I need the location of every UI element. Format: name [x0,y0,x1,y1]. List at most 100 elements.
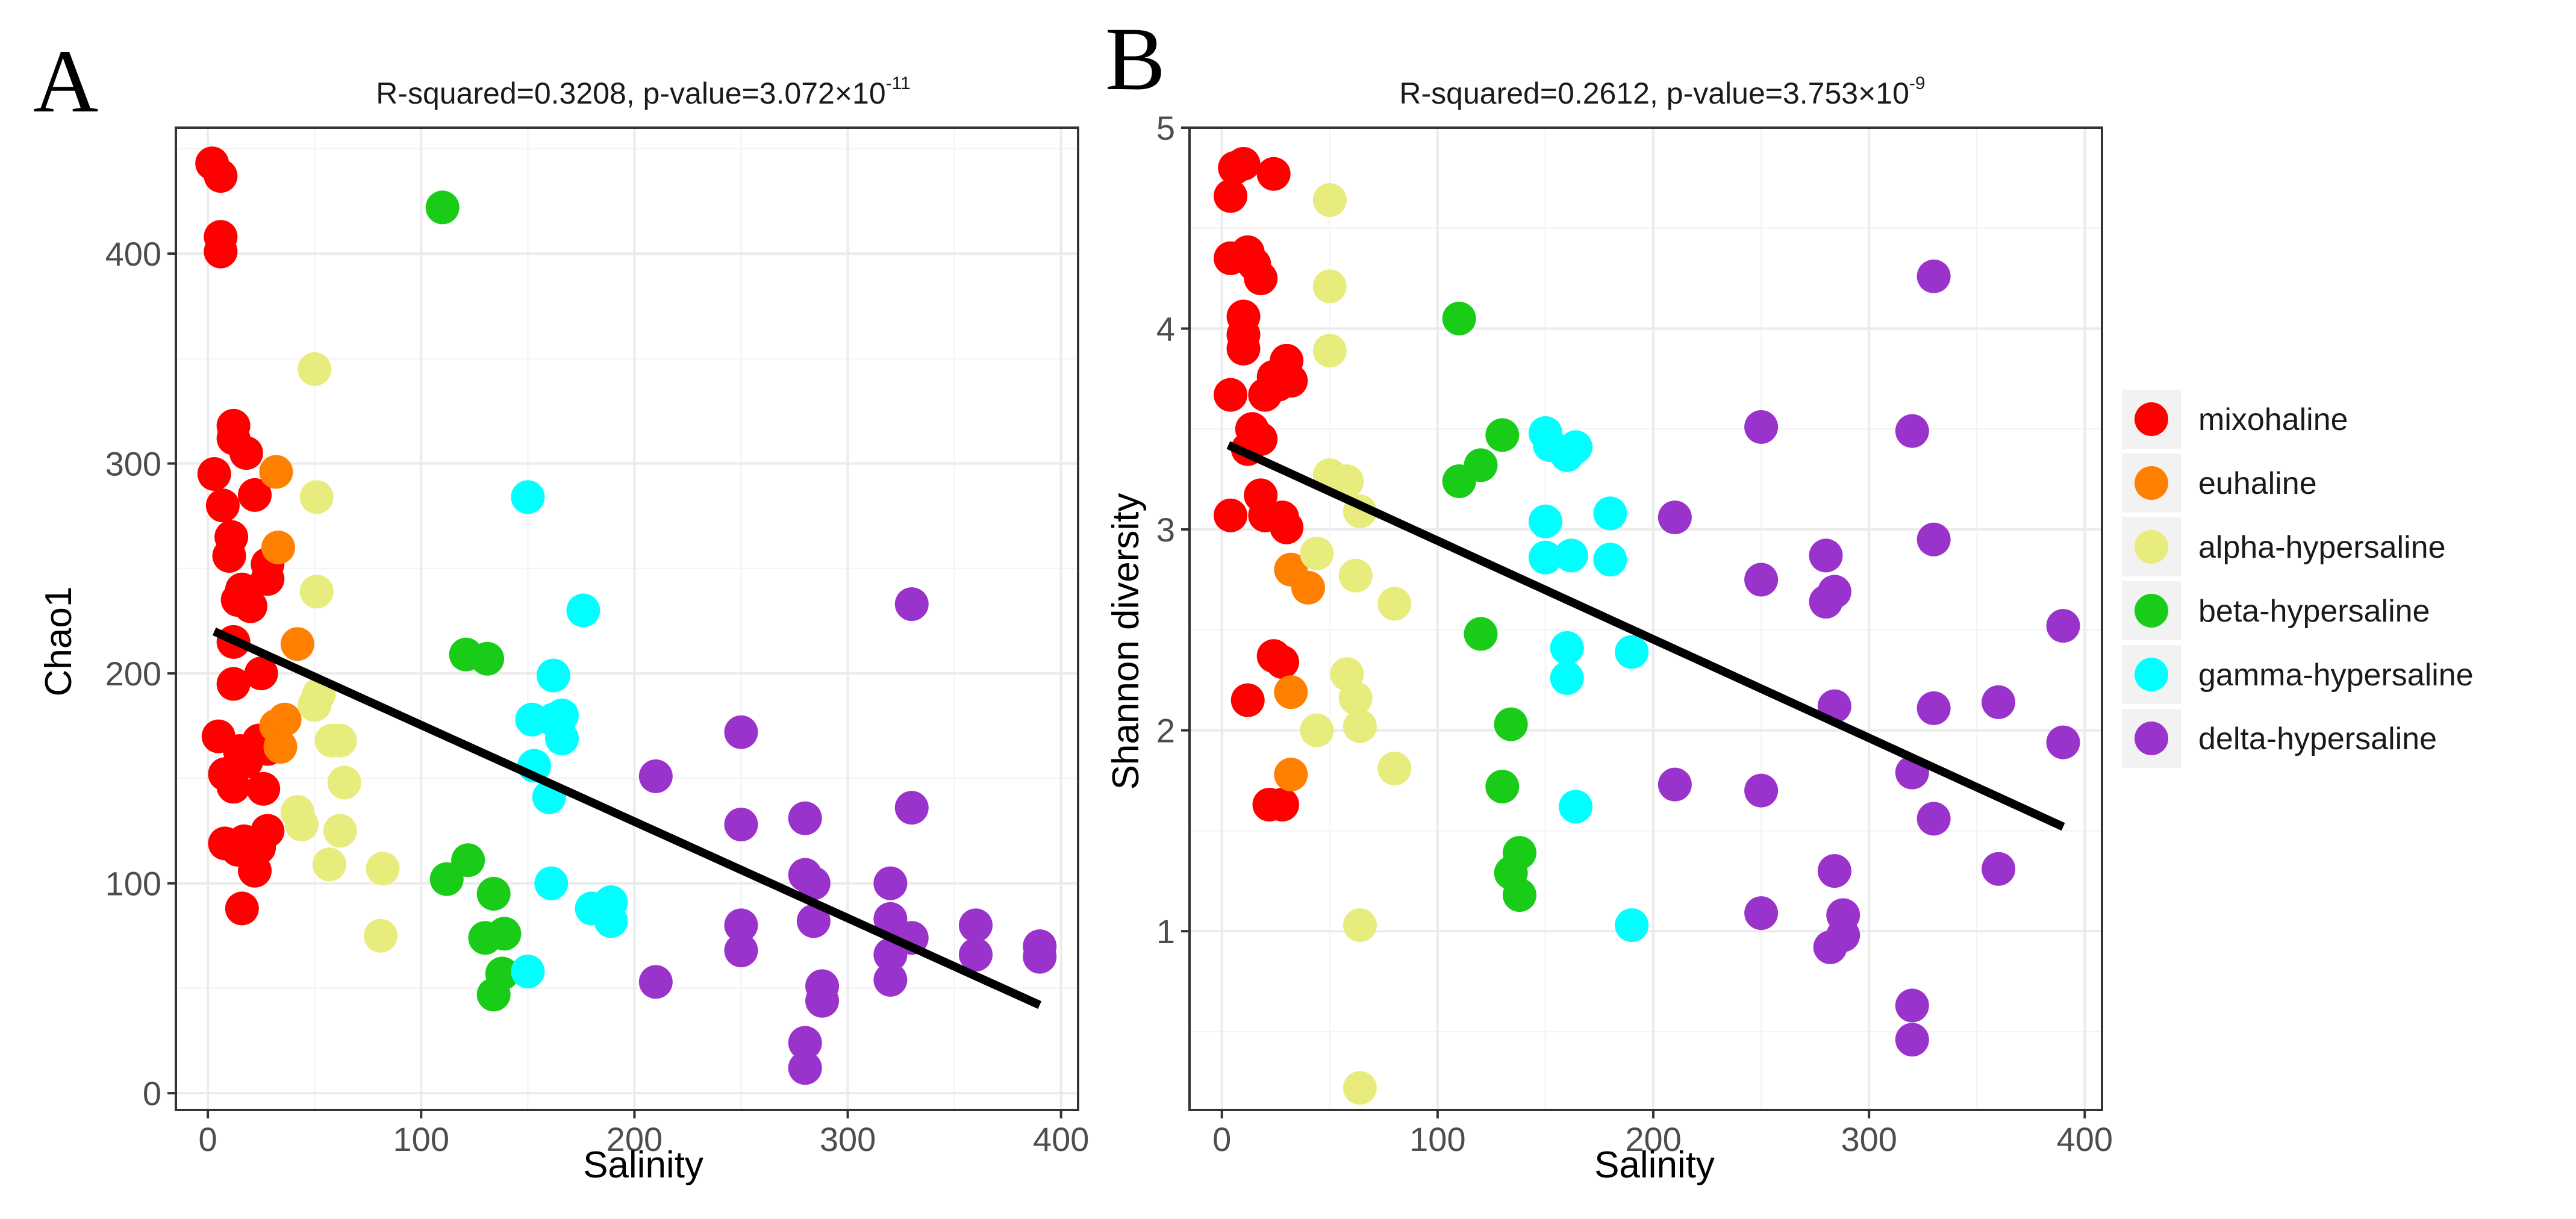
panel-b-y-axis-title: Shannon diversity [1105,493,1147,790]
panel-b-point-gamma-hypersaline [1593,543,1627,577]
panel-a-point-euhaline [259,455,293,489]
panel-a-point-alpha-hypersaline [323,814,357,848]
panel-a-y-tick-label: 300 [105,445,161,483]
panel-b-point-alpha-hypersaline [1312,269,1347,304]
panel-b-point-alpha-hypersaline [1338,681,1373,716]
panel-a-point-delta-hypersaline [724,934,758,968]
panel-b-point-mixohaline [1265,788,1300,822]
panel-a-point-beta-hypersaline [476,977,511,1012]
panel-b-point-delta-hypersaline [1744,563,1779,597]
panel-b-point-delta-hypersaline [1744,773,1779,808]
panel-a-point-mixohaline [238,478,272,512]
panel-a-point-delta-hypersaline [724,908,758,943]
legend: mixohaline euhaline alpha-hypersaline be… [2119,385,2554,768]
panel-a-x-tick-label: 0 [199,1120,217,1158]
panel-b-point-mixohaline [1248,378,1282,412]
panel-a-point-alpha-hypersaline [327,765,361,800]
panel-b-point-alpha-hypersaline [1312,183,1347,217]
legend-label-gamma-hypersaline: gamma-hypersaline [2198,658,2474,693]
panel-b-x-tick-label: 200 [1625,1120,1681,1158]
panel-b-regression-line [1226,441,2065,831]
panel-b-x-axis-title: Salinity [1594,1144,1715,1186]
panel-b-point-mixohaline [1214,378,1248,412]
panel-a-point-gamma-hypersaline [566,593,600,628]
panel-b-point-gamma-hypersaline [1554,538,1588,573]
panel-b-point-mixohaline [1244,261,1278,296]
panel-b-point-gamma-hypersaline [1550,631,1584,665]
panel-a-point-alpha-hypersaline [312,847,346,882]
legend-swatch-euhaline [2135,466,2168,500]
panel-b-y-tick-label: 3 [1156,511,1175,549]
panel-a-point-mixohaline [212,538,246,573]
panel-a-point-delta-hypersaline [873,866,908,900]
panel-b-point-delta-hypersaline [1916,691,1951,725]
panel-a-point-delta-hypersaline [1023,940,1057,974]
panel-a-point-delta-hypersaline [788,1026,822,1060]
panel-b-point-delta-hypersaline [1809,585,1843,619]
panel-b-point-delta-hypersaline [1895,988,1929,1023]
panel-a-point-alpha-hypersaline [366,852,400,886]
panel-a-y-tick-label: 200 [105,655,161,693]
panel-a-point-alpha-hypersaline [323,723,357,758]
legend-swatch-mixohaline [2135,402,2168,436]
panel-b-point-delta-hypersaline [1916,522,1951,556]
panel-a-point-mixohaline [216,770,251,804]
panel-b-point-gamma-hypersaline [1528,504,1562,538]
panel-a-point-delta-hypersaline [805,984,840,1018]
panel-b-point-gamma-hypersaline [1615,635,1649,669]
panel-a-point-mixohaline [216,667,251,701]
panel-b-point-alpha-hypersaline [1330,464,1364,499]
panel-a-point-alpha-hypersaline [363,918,398,953]
panel-b-point-beta-hypersaline [1485,418,1520,452]
panel-a-point-delta-hypersaline [638,759,673,793]
panel-a-x-tick-label: 400 [1033,1120,1089,1158]
panel-b-point-gamma-hypersaline [1528,540,1562,575]
panel-b-point-delta-hypersaline [1658,500,1692,535]
legend-item-alpha-hypersaline: alpha-hypersaline [2122,517,2446,576]
panel-b-point-alpha-hypersaline [1377,751,1412,785]
panel-a-point-beta-hypersaline [451,843,485,878]
panel-b-point-mixohaline [1226,331,1261,366]
panel-b-y-tick-label: 2 [1156,712,1175,750]
panel-a-point-beta-hypersaline [487,917,522,951]
panel-b-letter: B [1105,9,1165,109]
panel-b-point-beta-hypersaline [1494,707,1528,741]
panel-b-point-euhaline [1274,757,1308,791]
panel-a-point-gamma-hypersaline [594,904,628,938]
panel-a-x-axis-title: Salinity [583,1144,703,1186]
panel-b-point-delta-hypersaline [1982,685,2016,719]
panel-b-point-alpha-hypersaline [1377,587,1412,621]
panel-a-point-gamma-hypersaline [544,722,579,756]
panel-b-point-delta-hypersaline [2046,725,2080,759]
panel-b-point-mixohaline [1265,645,1300,679]
panel-b-point-beta-hypersaline [1464,617,1498,651]
panel-a-point-delta-hypersaline [796,866,831,900]
legend-swatch-gamma-hypersaline [2135,658,2168,691]
panel-b-x-tick-label: 0 [1212,1120,1231,1158]
panel-b-title: R-squared=0.2612, p-value=3.753×10-9 [1399,73,1925,110]
panel-a-point-delta-hypersaline [873,962,908,997]
panel-b-point-alpha-hypersaline [1300,713,1334,747]
panel-b-point-beta-hypersaline [1485,770,1520,804]
panel-a-title: R-squared=0.3208, p-value=3.072×10-11 [376,73,911,110]
panel-a-point-alpha-hypersaline [299,480,334,514]
legend-item-delta-hypersaline: delta-hypersaline [2122,709,2437,768]
panel-a-point-beta-hypersaline [476,877,511,911]
panel-b-point-beta-hypersaline [1502,878,1536,912]
panel-b-point-mixohaline [1214,498,1248,532]
panel-b-point-delta-hypersaline [1982,852,2016,886]
legend-label-beta-hypersaline: beta-hypersaline [2198,594,2430,629]
panel-a-point-beta-hypersaline [470,641,505,676]
panel-b-point-mixohaline [1214,179,1248,213]
panel-a-letter: A [33,31,98,131]
panel-b-x-tick-label: 400 [2057,1120,2113,1158]
panel-b-point-euhaline [1291,570,1325,605]
panel-a-point-mixohaline [205,488,240,523]
legend-swatch-alpha-hypersaline [2135,530,2168,564]
panel-b-y-tick-label: 4 [1156,310,1175,348]
panel-b-point-gamma-hypersaline [1550,438,1584,472]
panel-b-point-delta-hypersaline [1744,896,1779,931]
panel-a-point-delta-hypersaline [724,715,758,749]
panel-b-y-tick-label: 5 [1156,109,1175,147]
panel-b: B R-squared=0.2612, p-value=3.753×10-9 0… [1105,9,2113,1186]
